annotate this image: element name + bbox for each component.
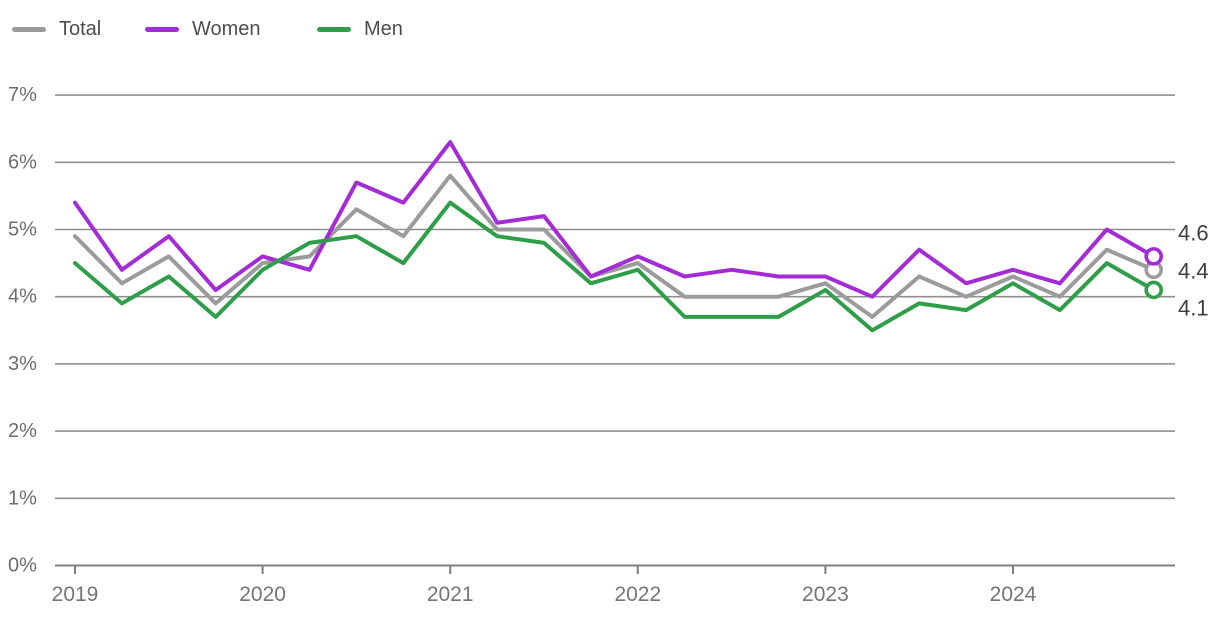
y-tick-label: 4% [8, 286, 37, 308]
end-marker-women [1144, 247, 1163, 266]
end-value-label-total: 4.4 [1178, 259, 1209, 284]
end-value-label-women: 4.6 [1178, 221, 1209, 246]
y-tick-label: 7% [8, 84, 37, 106]
y-tick-label: 3% [8, 353, 37, 375]
x-tick-label: 2023 [802, 583, 849, 606]
x-tick-label: 2021 [427, 583, 474, 606]
legend-item-women[interactable]: Women [145, 16, 261, 42]
legend-label-total: Total [59, 17, 102, 40]
x-tick-label: 2022 [614, 583, 661, 606]
legend-item-men[interactable]: Men [317, 16, 403, 42]
series-line-men [73, 200, 1156, 333]
total-line-swatch [12, 26, 46, 32]
legend-label-women: Women [192, 17, 261, 40]
end-value-label-men: 4.1 [1178, 296, 1209, 321]
y-tick-label: 1% [8, 487, 37, 509]
legend: Total Women Men [0, 16, 1220, 44]
end-marker-men [1144, 280, 1163, 300]
women-line-swatch [145, 26, 179, 32]
men-line-swatch [317, 26, 351, 32]
y-tick-label: 5% [8, 219, 37, 241]
x-tick-label: 2019 [52, 583, 99, 606]
legend-item-total[interactable]: Total [12, 16, 101, 42]
y-tick-label: 6% [8, 151, 37, 173]
legend-label-men: Men [364, 17, 403, 40]
series-line-women [73, 140, 1156, 299]
x-tick-label: 2020 [239, 583, 286, 606]
y-tick-label: 0% [8, 555, 37, 577]
y-tick-label: 2% [8, 420, 37, 442]
series-line-total [73, 173, 1156, 319]
x-tick-label: 2024 [990, 583, 1037, 606]
